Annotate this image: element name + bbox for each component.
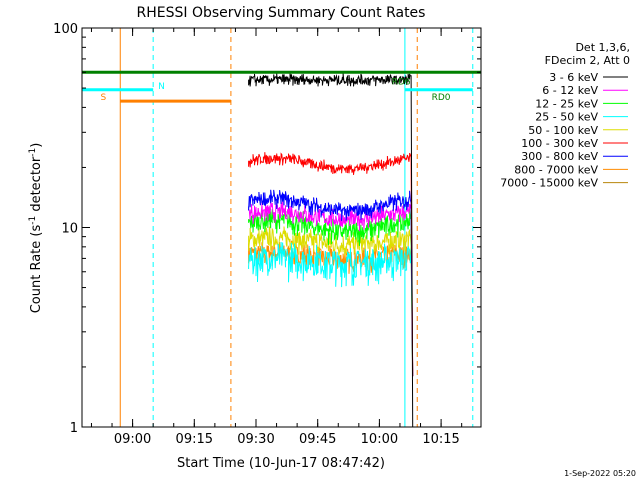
- legend-header-decimation: FDecim 2, Att 0: [545, 54, 630, 67]
- legend-label: 300 - 800 keV: [521, 150, 598, 163]
- y-axis-label: Count Rate (s-1 detector-1): [28, 143, 44, 314]
- legend-label: 12 - 25 keV: [535, 97, 598, 110]
- x-tick-label: 10:00: [361, 432, 398, 447]
- data-series: [248, 73, 414, 428]
- footer-date: 1-Sep-2022 05:20: [564, 469, 636, 478]
- y-label-part3: ): [29, 143, 44, 148]
- chart-title: RHESSI Observing Summary Count Rates: [137, 5, 426, 21]
- series-line: [248, 201, 414, 377]
- flag-bars: S N RD0 RD6: [82, 70, 481, 103]
- series-line: [248, 152, 414, 377]
- legend-label: 50 - 100 keV: [528, 124, 598, 137]
- legend-label: 6 - 12 keV: [542, 84, 598, 97]
- legend-header-detectors: Det 1,3,6,: [575, 41, 630, 54]
- legend-label: 25 - 50 keV: [535, 111, 598, 124]
- x-axis-label: Start Time (10-Jun-17 08:47:42): [177, 456, 385, 471]
- y-tick-label: 1: [70, 421, 78, 436]
- legend-label: 800 - 7000 keV: [514, 163, 598, 176]
- y-label-sup1: -1: [28, 216, 38, 225]
- axes: 09:00 09:15 09:30 09:45 10:00 10:15 1 10 100: [53, 22, 482, 447]
- series-line: [248, 73, 414, 428]
- flag-label-rd6: RD6: [392, 77, 411, 87]
- flag-label-rd0: RD0: [432, 93, 451, 103]
- series-line: [248, 189, 414, 377]
- legend-label: 7000 - 15000 keV: [500, 177, 598, 190]
- y-tick-label: 100: [53, 22, 78, 37]
- y-label-sup2: -1: [28, 148, 38, 157]
- x-tick-label: 09:00: [114, 432, 151, 447]
- y-label-part2: detector: [29, 156, 44, 216]
- x-tick-label: 09:30: [237, 432, 274, 447]
- y-tick-label: 10: [61, 222, 78, 237]
- vertical-markers: [119, 28, 474, 427]
- series-line: [248, 241, 414, 377]
- y-label-part1: Count Rate (s: [29, 225, 44, 314]
- legend-label: 3 - 6 keV: [549, 71, 598, 84]
- x-tick-label: 09:45: [299, 432, 336, 447]
- x-tick-label: 09:15: [176, 432, 213, 447]
- x-tick-label: 10:15: [422, 432, 459, 447]
- flag-label-n: N: [158, 82, 165, 92]
- legend-label: 100 - 300 keV: [521, 137, 598, 150]
- series-line: [248, 226, 414, 377]
- flag-label-s: S: [101, 93, 107, 103]
